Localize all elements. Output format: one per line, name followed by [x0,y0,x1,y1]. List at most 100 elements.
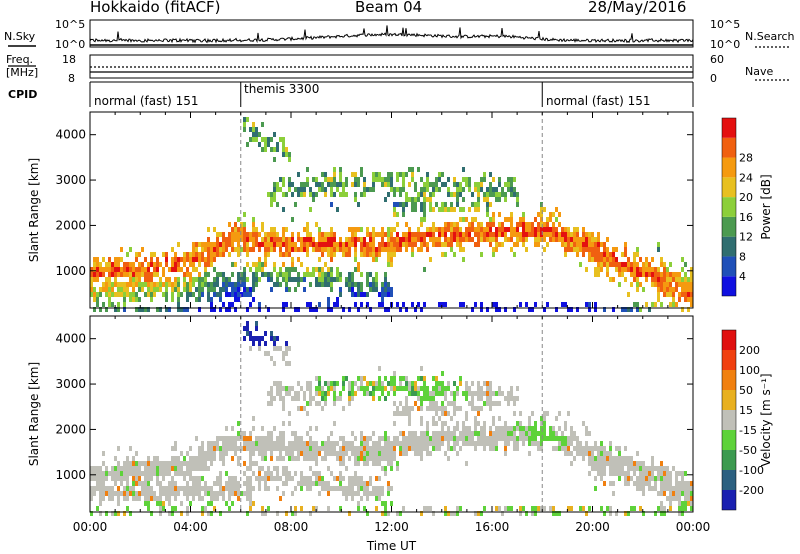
heatmap-cell [162,486,165,491]
nsky-top-tick: 10^5 [55,18,86,31]
heatmap-cell [339,506,342,511]
heatmap-cell [507,177,510,182]
heatmap-cell [540,506,543,511]
heatmap-cell [546,302,549,307]
heatmap-cell [477,182,480,187]
heatmap-cell [579,451,582,456]
heatmap-cell [417,391,420,396]
heatmap-cell [471,401,474,406]
heatmap-cell [312,197,315,202]
heatmap-cell [342,187,345,192]
heatmap-cell [483,232,486,237]
heatmap-cell [357,506,360,511]
heatmap-cell [471,222,474,227]
heatmap-cell [240,436,243,441]
heatmap-cell [654,476,657,481]
heatmap-cell [387,441,390,446]
nsky-trace [89,25,694,44]
heatmap-cell [315,456,318,461]
heatmap-cell [279,242,282,247]
heatmap-cell [198,287,201,292]
heatmap-cell [162,267,165,272]
heatmap-cell [192,496,195,501]
heatmap-cell [177,287,180,292]
heatmap-cell [552,511,555,516]
heatmap-cell [408,406,411,411]
heatmap-cell [270,272,273,277]
heatmap-cell [537,212,540,217]
heatmap-cell [273,341,276,346]
heatmap-cell [540,421,543,426]
heatmap-cell [144,307,147,312]
heatmap-cell [435,376,438,381]
heatmap-cell [459,381,462,386]
heatmap-cell [597,272,600,277]
heatmap-cell [363,481,366,486]
heatmap-cell [195,476,198,481]
heatmap-cell [468,207,471,212]
heatmap-cell [669,282,672,287]
heatmap-cell [540,431,543,436]
heatmap-cell [372,252,375,257]
heatmap-cell [273,441,276,446]
heatmap-cell [267,506,270,511]
heatmap-cell [477,411,480,416]
heatmap-cell [285,446,288,451]
heatmap-cell [423,446,426,451]
heatmap-cell [108,491,111,496]
heatmap-cell [348,511,351,516]
heatmap-cell [450,237,453,242]
heatmap-cell [240,247,243,252]
heatmap-cell [384,272,387,277]
heatmap-cell [678,277,681,282]
heatmap-cell [561,302,564,307]
heatmap-cell [432,232,435,237]
heatmap-cell [378,172,381,177]
heatmap-cell [174,486,177,491]
heatmap-cell [432,406,435,411]
heatmap-cell [369,252,372,257]
heatmap-cell [204,486,207,491]
heatmap-cell [381,177,384,182]
heatmap-cell [303,247,306,252]
heatmap-cell [222,491,225,496]
heatmap-cell [135,297,138,302]
heatmap-cell [519,232,522,237]
heatmap-cell [654,302,657,307]
heatmap-cell [141,267,144,272]
heatmap-cell [609,471,612,476]
heatmap-cell [327,506,330,511]
heatmap-cell [279,496,282,501]
heatmap-cell [138,277,141,282]
heatmap-cell [684,287,687,292]
heatmap-cell [657,242,660,247]
heatmap-cell [261,242,264,247]
heatmap-cell [120,247,123,252]
heatmap-cell [117,501,120,506]
heatmap-cell [339,446,342,451]
heatmap-cell [240,272,243,277]
heatmap-cell [516,242,519,247]
heatmap-cell [486,307,489,312]
heatmap-cell [144,476,147,481]
heatmap-cell [216,232,219,237]
heatmap-cell [231,247,234,252]
heatmap-cell [327,446,330,451]
heatmap-cell [414,242,417,247]
heatmap-cell [624,471,627,476]
heatmap-cell [282,466,285,471]
heatmap-cell [666,292,669,297]
heatmap-cell [198,277,201,282]
heatmap-cell [504,192,507,197]
heatmap-cell [435,436,438,441]
heatmap-cell [504,451,507,456]
heatmap-cell [339,247,342,252]
heatmap-cell [474,187,477,192]
heatmap-cell [198,257,201,262]
heatmap-cell [303,272,306,277]
heatmap-cell [318,277,321,282]
heatmap-cell [504,396,507,401]
heatmap-cell [372,247,375,252]
heatmap-cell [678,511,681,516]
cpid-label: CPID [8,88,38,101]
